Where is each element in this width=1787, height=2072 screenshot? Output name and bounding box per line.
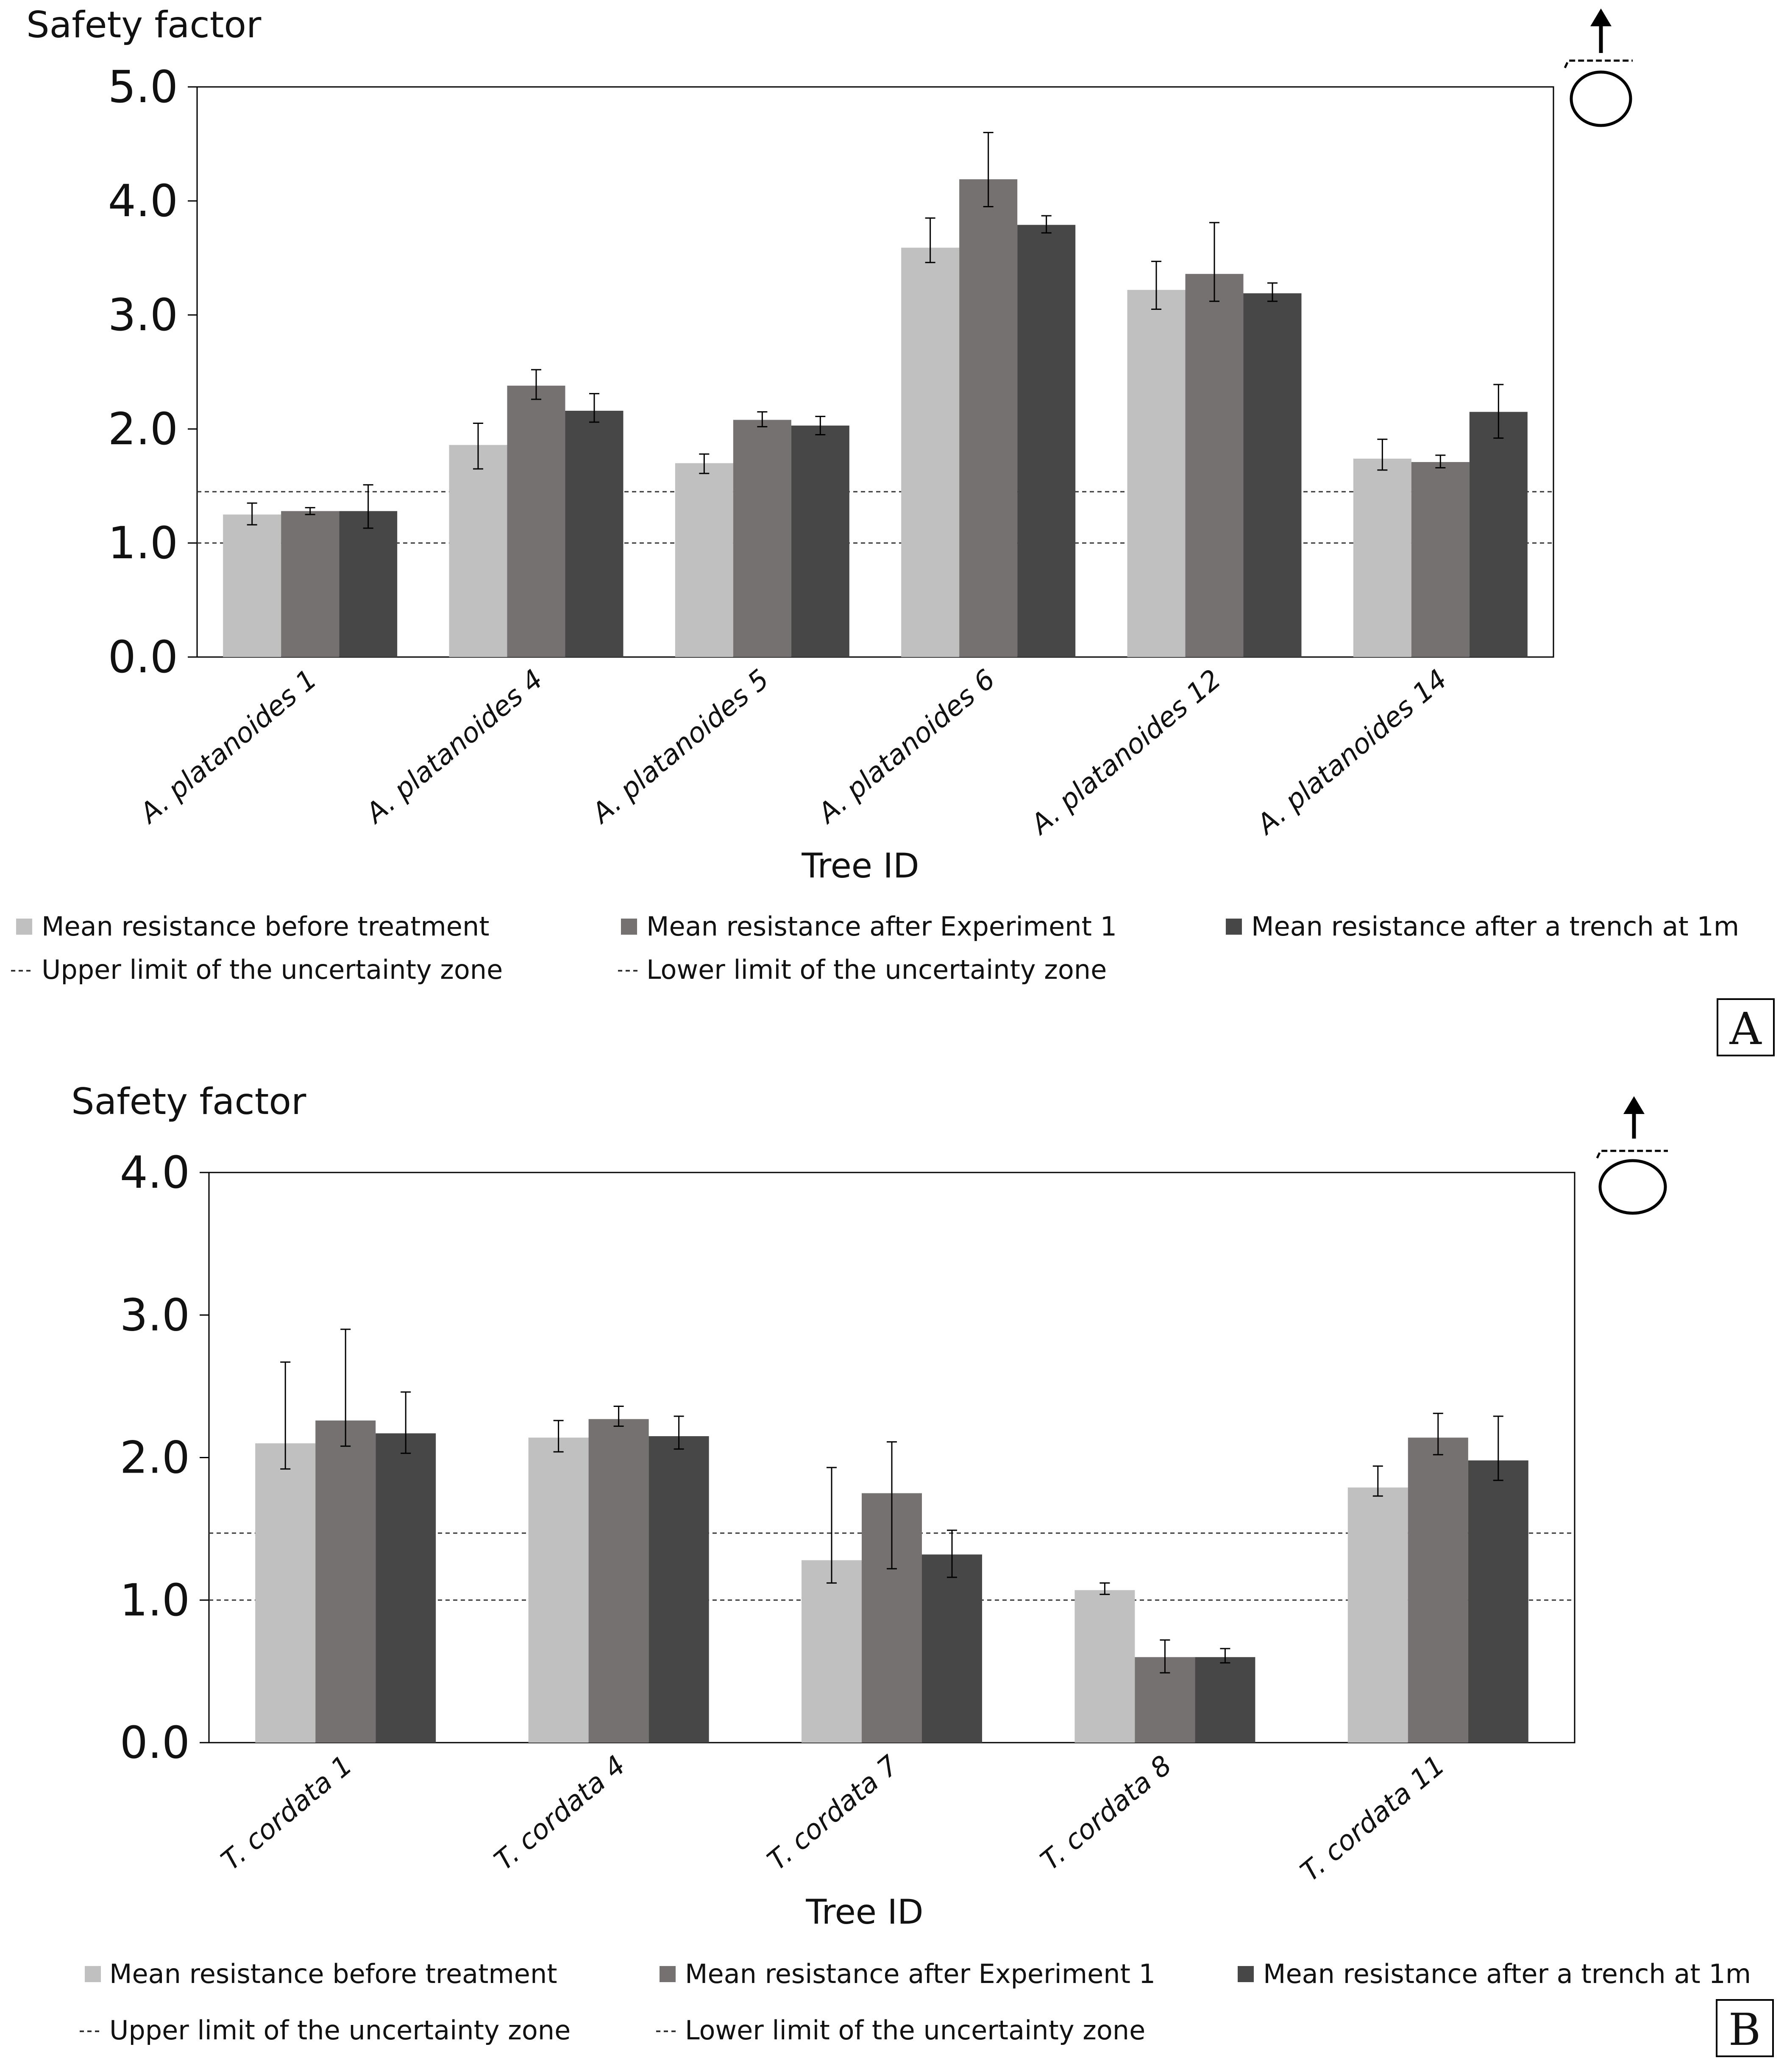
- bar: [1468, 1460, 1528, 1743]
- bar: [649, 1436, 709, 1743]
- legend-before-label: Mean resistance before treatment: [42, 911, 490, 942]
- legend-trench-label: Mean resistance after a trench at 1m: [1251, 911, 1739, 942]
- bar: [1185, 274, 1244, 657]
- y-tick-label: 1.0: [120, 1574, 190, 1626]
- bar: [791, 425, 849, 657]
- bar: [1195, 1657, 1255, 1743]
- bar: [675, 463, 733, 657]
- y-tick-label: 2.0: [108, 403, 178, 455]
- legend-swatch-exp1: [621, 919, 637, 935]
- bar: [565, 410, 624, 657]
- bar: [376, 1433, 436, 1743]
- bar: [281, 511, 340, 657]
- panel-label-box: [1717, 998, 1775, 1056]
- legend-swatch-before: [16, 919, 32, 935]
- bar: [1411, 462, 1470, 657]
- bar: [1127, 290, 1186, 657]
- legend-trench-label: Mean resistance after a trench at 1m: [1263, 1958, 1751, 1989]
- legend-lower-label: Lower limit of the uncertainty zone: [646, 954, 1107, 985]
- bar: [1347, 1487, 1408, 1743]
- panel-label: B: [1729, 2004, 1761, 2055]
- bar: [1469, 412, 1528, 657]
- bar: [1074, 1590, 1135, 1743]
- error-bars: [247, 132, 1504, 529]
- bar: [507, 385, 565, 657]
- bar: [1408, 1437, 1468, 1743]
- tree-pull-direction-icon: [1564, 8, 1633, 127]
- y-tick-label: 1.0: [108, 517, 178, 569]
- bars: [223, 179, 1528, 657]
- category-label: A. platanoides 5: [585, 664, 775, 830]
- category-label: T. cordata 8: [1035, 1750, 1178, 1877]
- category-labels: A. platanoides 1 A. platanoides 4 A. plata…: [133, 664, 1453, 841]
- category-label: T. cordata 7: [762, 1749, 905, 1877]
- category-labels: T. cordata 1 T. cordata 4 T. cordata 7 T. c…: [215, 1749, 1451, 1888]
- legend-before-label: Mean resistance before treatment: [109, 1958, 557, 1989]
- error-bars: [280, 1328, 1503, 1674]
- bar: [802, 1560, 862, 1743]
- category-label: A. platanoides 1: [133, 664, 323, 830]
- y-tick-label: 0.0: [120, 1717, 190, 1768]
- y-tick-label: 3.0: [108, 289, 178, 341]
- legend-swatch-trench: [1226, 919, 1242, 935]
- category-label: A. platanoides 4: [359, 664, 549, 830]
- y-ticks: 0.0 1.0 2.0 3.0 4.0 5.0: [108, 61, 197, 683]
- bar: [339, 511, 398, 657]
- panel-label: A: [1729, 1003, 1762, 1055]
- panel-label-box: [1716, 1999, 1774, 2057]
- category-label: T. cordata 11: [1295, 1750, 1451, 1888]
- y-tick-label: 2.0: [120, 1432, 190, 1484]
- legend: Mean resistance before treatment Mean re…: [80, 1958, 1751, 2046]
- legend-exp1-label: Mean resistance after Experiment 1: [685, 1958, 1155, 1989]
- bar: [922, 1554, 982, 1743]
- chart-b: Safety factor 0.0 1.0 2.0 3.0 4.0 T. cordata…: [71, 1081, 1774, 2057]
- y-axis-title: Safety factor: [26, 4, 262, 46]
- bar: [1243, 293, 1302, 657]
- bar: [959, 179, 1018, 657]
- y-tick-label: 4.0: [108, 175, 178, 227]
- y-tick-label: 5.0: [108, 61, 178, 113]
- legend-upper-label: Upper limit of the uncertainty zone: [42, 954, 503, 985]
- bars: [255, 1419, 1528, 1743]
- tree-pull-direction-icon: [1596, 1096, 1668, 1215]
- x-axis-title: Tree ID: [805, 1892, 923, 1932]
- bar: [315, 1420, 376, 1743]
- legend-exp1-label: Mean resistance after Experiment 1: [646, 911, 1117, 942]
- uncertainty-lines: [197, 491, 1553, 544]
- y-axis-title: Safety factor: [71, 1081, 306, 1123]
- plot-frame: [196, 86, 1554, 658]
- bar: [1353, 458, 1411, 657]
- bar: [901, 248, 960, 657]
- category-label: T. cordata 4: [489, 1750, 632, 1877]
- legend-lower-label: Lower limit of the uncertainty zone: [685, 2015, 1145, 2046]
- category-label: A. platanoides 12: [1024, 664, 1228, 841]
- legend-upper-label: Upper limit of the uncertainty zone: [109, 2015, 571, 2046]
- bar: [528, 1437, 589, 1743]
- bar: [255, 1443, 316, 1743]
- y-tick-label: 3.0: [120, 1289, 190, 1341]
- x-axis-title: Tree ID: [801, 846, 919, 886]
- legend: Mean resistance before treatment Mean re…: [11, 911, 1739, 985]
- legend-swatch-exp1: [660, 1966, 676, 1982]
- category-label: T. cordata 1: [215, 1750, 358, 1877]
- chart-a: Safety factor 0.0 1.0 2.0 3.0 4.0 5.0 A. plat…: [11, 4, 1775, 1056]
- legend-swatch-trench: [1238, 1966, 1254, 1982]
- bar: [223, 514, 281, 657]
- category-label: A. platanoides 14: [1250, 664, 1453, 841]
- category-label: A. platanoides 6: [811, 664, 1001, 830]
- bar: [449, 445, 507, 657]
- legend-swatch-before: [85, 1966, 101, 1982]
- y-ticks: 0.0 1.0 2.0 3.0 4.0: [120, 1147, 209, 1768]
- bar: [1017, 225, 1076, 657]
- bar: [733, 420, 791, 657]
- bar: [588, 1419, 649, 1743]
- y-tick-label: 0.0: [108, 631, 178, 683]
- y-tick-label: 4.0: [120, 1147, 190, 1198]
